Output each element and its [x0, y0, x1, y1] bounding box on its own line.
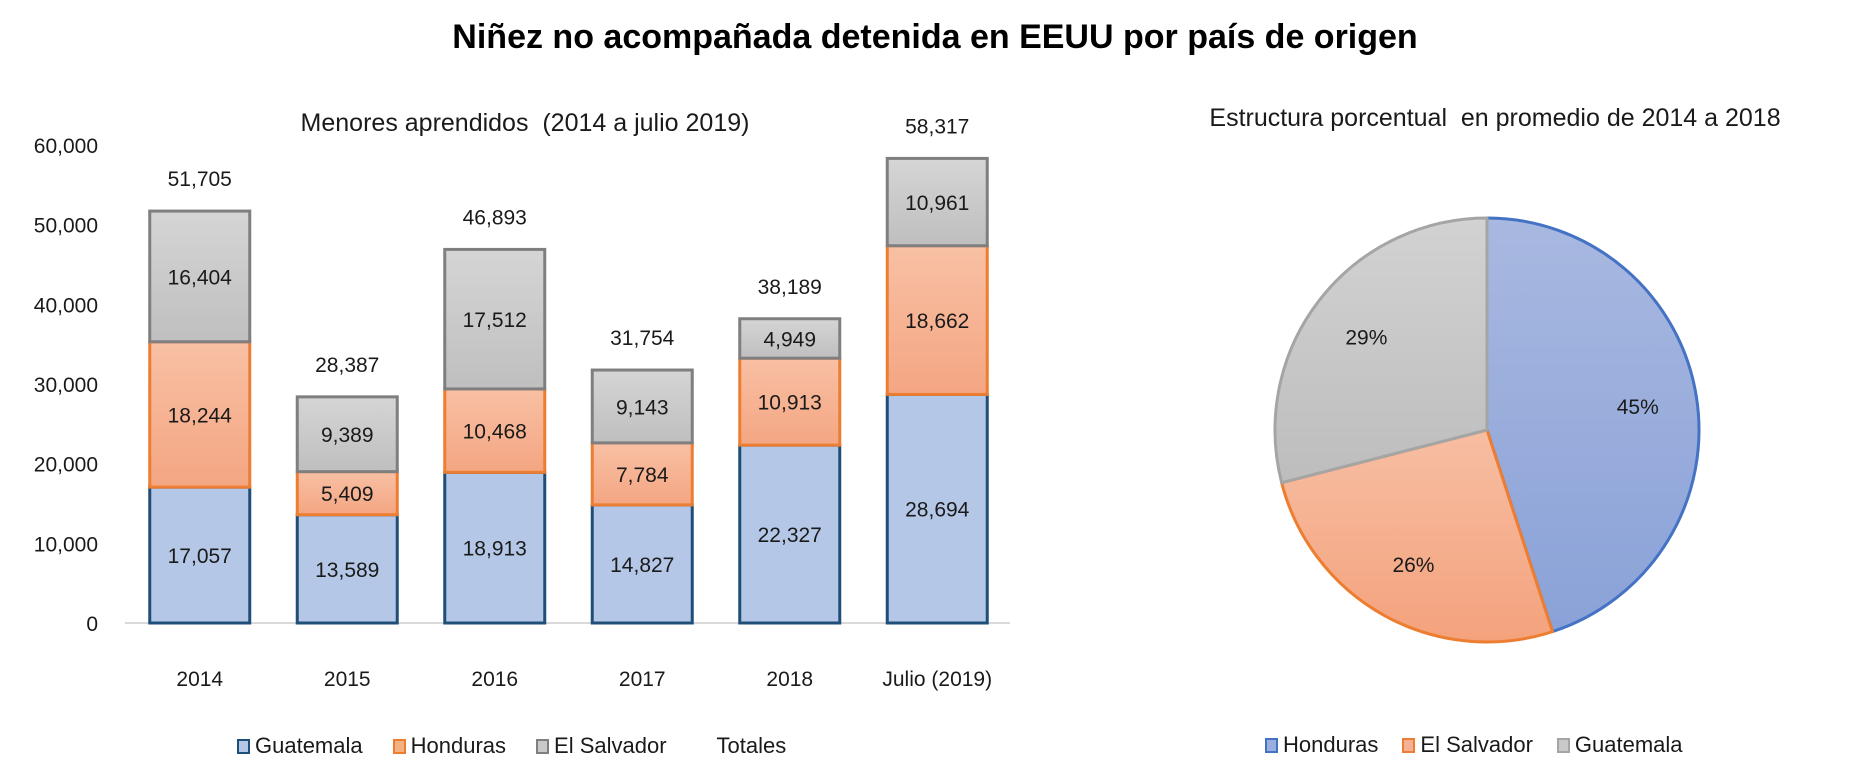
- bar-data-label: 14,827: [610, 554, 674, 577]
- bar-data-label: 7,784: [616, 464, 669, 487]
- x-tick-label: 2016: [471, 668, 518, 691]
- x-tick-label: 2018: [766, 668, 813, 691]
- x-tick-label: 2015: [324, 668, 371, 691]
- bar-data-label: 16,404: [168, 266, 233, 289]
- pie-chart-legend: Honduras El Salvador Guatemala: [1265, 732, 1707, 758]
- legend-label: El Salvador: [554, 733, 667, 758]
- bar-segment-el-salvador: [443, 247, 547, 391]
- legend-item: Honduras: [1265, 732, 1378, 758]
- bar-data-label: 10,961: [905, 192, 969, 215]
- legend-item: Guatemala: [237, 733, 363, 759]
- legend-item: Guatemala: [1556, 732, 1683, 758]
- legend-swatch: [1402, 737, 1416, 753]
- bar-segment-guatemala: [295, 513, 399, 625]
- bar-total-label: 31,754: [610, 327, 675, 350]
- x-tick-label: 2014: [176, 668, 223, 691]
- pie-data-label: 26%: [1392, 554, 1434, 577]
- y-tick-label: 50,000: [34, 215, 98, 238]
- bar-total-label: 28,387: [315, 354, 379, 377]
- legend-swatch: [536, 738, 550, 754]
- bar-data-label: 17,512: [463, 309, 527, 332]
- bar-data-label: 10,468: [463, 421, 527, 444]
- bar-segment-honduras: [295, 470, 399, 517]
- bar-total-label: 38,189: [758, 276, 822, 299]
- pie-slice-honduras: [1485, 216, 1701, 634]
- bar-segment-honduras: [885, 244, 989, 396]
- bar-data-label: 4,949: [763, 328, 816, 351]
- legend-swatch: [1556, 737, 1570, 753]
- bar-segment-guatemala: [738, 443, 842, 625]
- y-tick-label: 30,000: [34, 374, 98, 397]
- bar-segment-el-salvador: [590, 368, 694, 445]
- pie-chart: 45% 26% 29%: [1273, 216, 1701, 644]
- bar-segment-honduras: [148, 340, 252, 489]
- bar-data-label: 13,589: [315, 559, 379, 582]
- legend-item: Totales: [717, 733, 787, 759]
- legend-item: El Salvador: [1402, 732, 1533, 758]
- legend-item: Honduras: [392, 733, 507, 759]
- bar-chart-title: Menores aprendidos (2014 a julio 2019): [301, 109, 750, 137]
- legend-swatch: [1265, 737, 1278, 753]
- pie-data-label: 45%: [1617, 396, 1659, 419]
- legend-item: El Salvador: [536, 733, 667, 759]
- legend-label: Guatemala: [1574, 732, 1683, 757]
- bar-segment-honduras: [590, 441, 694, 507]
- bar-data-label: 18,244: [168, 404, 233, 427]
- bar-segment-honduras: [443, 387, 547, 474]
- bar-data-label: 9,143: [616, 396, 669, 419]
- y-tick-label: 20,000: [34, 454, 98, 477]
- page-title: Niñez no acompañada detenida en EEUU por…: [452, 18, 1418, 56]
- bar-segment-el-salvador: [148, 209, 252, 344]
- bar-segment-el-salvador: [738, 317, 842, 360]
- bar-chart-legend: Guatemala Honduras El Salvador Totales: [237, 733, 816, 759]
- legend-swatch: [237, 738, 250, 754]
- bar-data-label: 22,327: [758, 524, 822, 547]
- x-tick-label: 2017: [619, 668, 666, 691]
- bar-data-label: 18,913: [463, 538, 527, 561]
- bar-segment-el-salvador: [885, 156, 989, 248]
- legend-label: Guatemala: [255, 733, 363, 758]
- bar-total-label: 58,317: [905, 115, 969, 138]
- bar-segment-guatemala: [443, 470, 547, 625]
- bar-segment-el-salvador: [295, 395, 399, 474]
- y-tick-label: 60,000: [34, 135, 98, 158]
- legend-swatch: [392, 738, 406, 754]
- bar-data-label: 17,057: [168, 545, 232, 568]
- pie-data-label: 29%: [1345, 326, 1387, 349]
- bar-segment-guatemala: [148, 485, 252, 625]
- bar-segment-guatemala: [885, 392, 989, 625]
- legend-label: Honduras: [1283, 732, 1379, 757]
- legend-label: El Salvador: [1420, 732, 1533, 757]
- bar-data-label: 9,389: [321, 424, 374, 447]
- pie-slice-el-salvador: [1280, 428, 1555, 644]
- pie-chart-title: Estructura porcentual en promedio de 201…: [1209, 104, 1780, 132]
- y-tick-label: 10,000: [34, 533, 98, 556]
- x-tick-label: Julio (2019): [882, 668, 992, 691]
- bar-data-label: 18,662: [905, 310, 969, 333]
- bar-data-label: 10,913: [758, 392, 822, 415]
- bar-total-label: 51,705: [168, 168, 232, 191]
- y-tick-label: 40,000: [34, 294, 98, 317]
- bar-chart: 0 10,000 20,000 30,000 40,000 50,000 60,000 17,…: [34, 115, 1010, 691]
- pie-slice-guatemala: [1273, 216, 1489, 485]
- legend-label: Totales: [716, 733, 787, 758]
- bar-data-label: 5,409: [321, 483, 374, 506]
- bar-total-label: 46,893: [463, 206, 527, 229]
- y-tick-label: 0: [86, 613, 98, 636]
- bar-data-label: 28,694: [905, 499, 970, 522]
- legend-label: Honduras: [410, 733, 507, 758]
